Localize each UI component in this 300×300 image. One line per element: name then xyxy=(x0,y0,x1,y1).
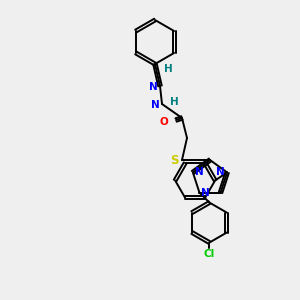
Text: N: N xyxy=(201,188,210,198)
Text: H: H xyxy=(170,97,179,107)
Text: H: H xyxy=(164,64,173,74)
Text: N: N xyxy=(195,167,204,177)
Text: N: N xyxy=(151,100,160,110)
Text: N: N xyxy=(149,82,158,92)
Text: S: S xyxy=(170,154,179,167)
Text: Cl: Cl xyxy=(204,249,215,259)
Text: O: O xyxy=(159,117,168,127)
Text: N: N xyxy=(216,167,225,177)
